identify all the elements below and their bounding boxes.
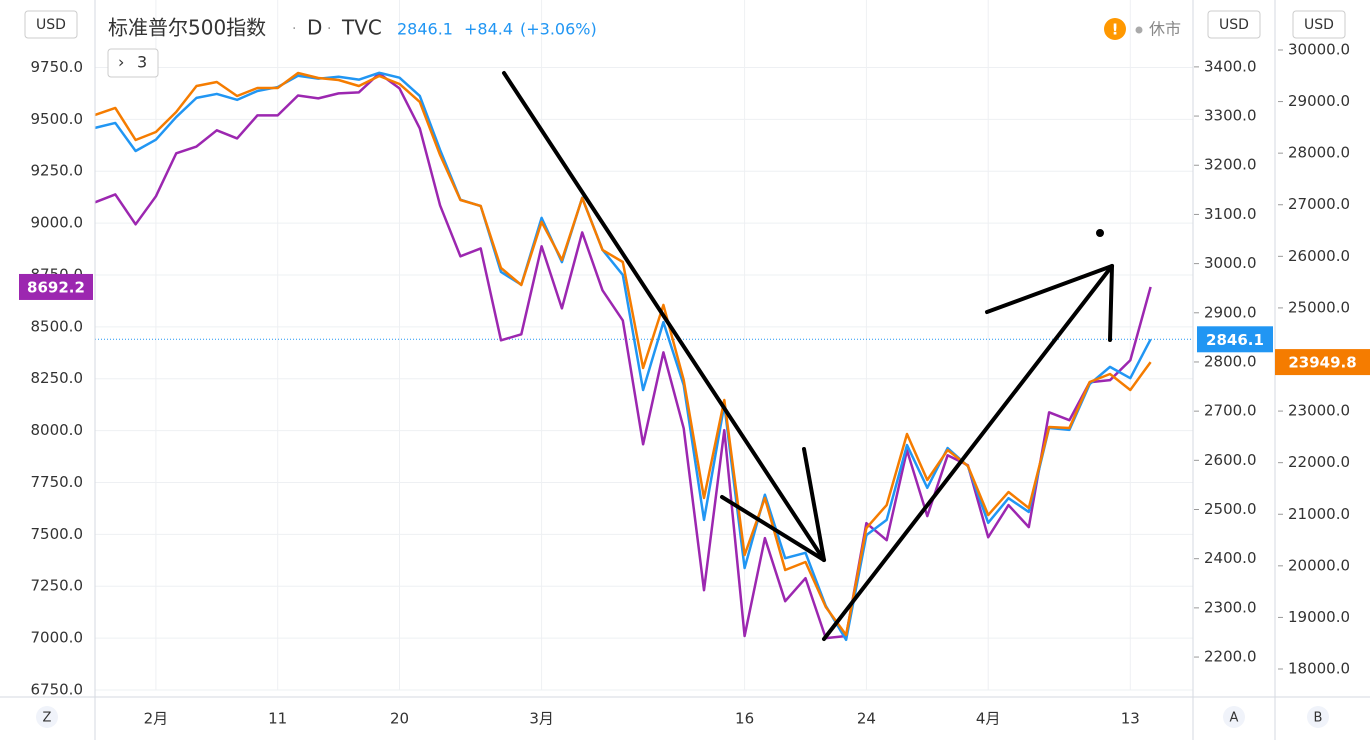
y-tick-label: 2800.0 bbox=[1204, 352, 1257, 370]
change: +84.4 bbox=[464, 20, 513, 39]
warning-mark: ! bbox=[1112, 21, 1119, 39]
x-tick-label: 2月 bbox=[144, 710, 169, 728]
status-dot bbox=[1135, 26, 1143, 34]
y-tick-label: 30000.0 bbox=[1288, 40, 1350, 58]
price-tag-label: 8692.2 bbox=[27, 278, 85, 296]
y-tick-label: 8250.0 bbox=[31, 369, 84, 387]
arrow-line bbox=[720, 495, 826, 562]
y-tick-label: 22000.0 bbox=[1288, 453, 1350, 471]
dot bbox=[1096, 229, 1104, 237]
x-tick-label: 24 bbox=[857, 710, 876, 728]
x-tick-label: 11 bbox=[268, 710, 287, 728]
y-tick-label: 7250.0 bbox=[31, 577, 84, 595]
price-tag bbox=[1197, 326, 1273, 353]
y-tick-label: 2500.0 bbox=[1204, 500, 1257, 518]
y-tick-label: 3000.0 bbox=[1204, 254, 1257, 272]
axis-letter: A bbox=[1230, 711, 1239, 726]
arrow-line bbox=[1108, 264, 1114, 342]
market-status: 休市 bbox=[1149, 20, 1181, 39]
y-tick-label: 19000.0 bbox=[1288, 608, 1350, 626]
indicator-count: 3 bbox=[137, 53, 147, 72]
currency-box[interactable] bbox=[1207, 10, 1261, 39]
y-tick-label: 21000.0 bbox=[1288, 505, 1350, 523]
axis-button[interactable] bbox=[36, 706, 58, 728]
price-tag-label: 23949.8 bbox=[1288, 354, 1356, 372]
last-price: 2846.1 bbox=[397, 20, 453, 39]
series-line bbox=[94, 71, 1152, 637]
series-line bbox=[94, 72, 1152, 640]
x-tick-label: 4月 bbox=[976, 710, 1001, 728]
y-tick-label: 2300.0 bbox=[1204, 598, 1257, 616]
y-tick-label: 18000.0 bbox=[1288, 660, 1350, 678]
y-tick-label: 26000.0 bbox=[1288, 247, 1350, 265]
y-tick-label: 9750.0 bbox=[31, 58, 84, 76]
y-tick-label: 2600.0 bbox=[1204, 451, 1257, 469]
price-tag bbox=[1275, 349, 1370, 376]
warning-icon[interactable] bbox=[1104, 18, 1126, 40]
drawing-arrows bbox=[502, 71, 1114, 641]
y-tick-label: 3400.0 bbox=[1204, 57, 1257, 75]
axis-button[interactable] bbox=[1223, 706, 1245, 728]
interval: D bbox=[307, 16, 322, 40]
y-tick-label: 2400.0 bbox=[1204, 549, 1257, 567]
arrow-line bbox=[985, 264, 1114, 314]
y-tick-label: 9000.0 bbox=[31, 214, 84, 232]
series-layer bbox=[94, 71, 1152, 642]
chevron: › bbox=[118, 53, 124, 72]
y-tick-label: 2900.0 bbox=[1204, 303, 1257, 321]
axes: 6750.0 7000.0 7250.0 7500.0 7750.0 8000.0 8250… bbox=[31, 40, 1351, 727]
y-tick-label: 2200.0 bbox=[1204, 648, 1257, 666]
grid bbox=[95, 0, 1193, 691]
y-tick-label: 28000.0 bbox=[1288, 144, 1350, 162]
y-tick-label: 27000.0 bbox=[1288, 195, 1350, 213]
price-tag-label: 2846.1 bbox=[1206, 331, 1264, 349]
y-tick-label: 8000.0 bbox=[31, 421, 84, 439]
y-tick-label: 8500.0 bbox=[31, 317, 84, 335]
y-tick-label: 3300.0 bbox=[1204, 107, 1257, 125]
indicator-toggle[interactable] bbox=[107, 48, 159, 78]
currency-label: USD bbox=[36, 17, 66, 33]
x-tick-label: 3月 bbox=[529, 710, 554, 728]
y-tick-label: 7000.0 bbox=[31, 629, 84, 647]
arrow-line bbox=[802, 447, 826, 562]
y-tick-label: 3100.0 bbox=[1204, 205, 1257, 223]
currency-label: USD bbox=[1219, 17, 1249, 33]
currency-label: USD bbox=[1304, 17, 1334, 33]
exchange: TVC bbox=[341, 16, 382, 40]
y-tick-label: 20000.0 bbox=[1288, 556, 1350, 574]
change-percent: (+3.06%) bbox=[520, 20, 597, 39]
x-tick-label: 16 bbox=[735, 710, 754, 728]
y-tick-label: 7750.0 bbox=[31, 473, 84, 491]
separator: · bbox=[327, 21, 331, 37]
axis-letter: Z bbox=[43, 711, 52, 726]
y-tick-label: 9500.0 bbox=[31, 110, 84, 128]
x-tick-label: 13 bbox=[1121, 710, 1140, 728]
currency-box[interactable] bbox=[1292, 10, 1346, 39]
y-tick-label: 23000.0 bbox=[1288, 402, 1350, 420]
price-tags: 8692.2 2846.1 23949.8 bbox=[19, 273, 1370, 376]
y-tick-label: 6750.0 bbox=[31, 681, 84, 699]
axis-button[interactable] bbox=[1307, 706, 1329, 728]
arrow-line bbox=[502, 71, 826, 562]
x-tick-label: 20 bbox=[390, 710, 409, 728]
y-tick-label: 3200.0 bbox=[1204, 156, 1257, 174]
y-tick-label: 2700.0 bbox=[1204, 402, 1257, 420]
axis-letter: B bbox=[1314, 711, 1323, 726]
y-tick-label: 7500.0 bbox=[31, 525, 84, 543]
y-tick-label: 29000.0 bbox=[1288, 92, 1350, 110]
price-tag bbox=[19, 273, 93, 300]
arrow-line bbox=[822, 264, 1114, 641]
y-tick-label: 9250.0 bbox=[31, 162, 84, 180]
separator: · bbox=[292, 21, 296, 37]
symbol-title: 标准普尔500指数 bbox=[108, 16, 266, 40]
y-tick-label: 25000.0 bbox=[1288, 298, 1350, 316]
currency-box[interactable] bbox=[24, 10, 78, 39]
